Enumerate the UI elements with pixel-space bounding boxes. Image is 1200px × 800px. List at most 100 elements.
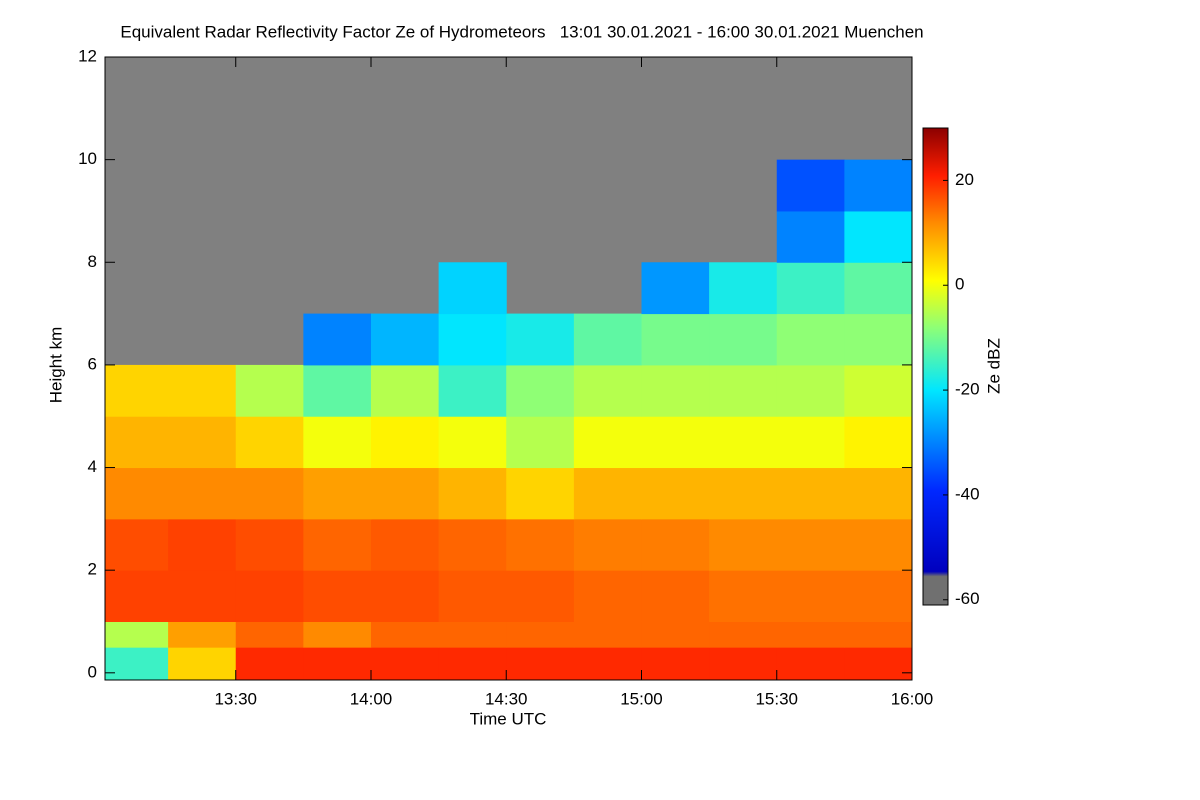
- heatmap-cell: [370, 570, 440, 622]
- x-tick-label: 13:30: [214, 689, 257, 708]
- heatmap-cell: [776, 313, 845, 366]
- heatmap-cell: [776, 159, 845, 212]
- y-tick-label: 2: [88, 560, 97, 579]
- heatmap-cell: [844, 518, 913, 571]
- heatmap-cell: [641, 262, 710, 315]
- heatmap-cell: [438, 570, 507, 622]
- heatmap-cell: [303, 647, 372, 681]
- plot-frame: [104, 56, 913, 681]
- heatmap-cell: [776, 518, 845, 571]
- heatmap-cell: [438, 467, 507, 520]
- heatmap-cell: [303, 364, 372, 417]
- heatmap-cell: [641, 621, 710, 648]
- colorbar-tick-label: 0: [955, 275, 964, 294]
- heatmap-cell: [105, 467, 169, 520]
- heatmap-cell: [776, 467, 845, 520]
- x-axis-label: Time UTC: [470, 709, 547, 728]
- colorbar: [922, 127, 949, 606]
- heatmap-cell: [105, 416, 169, 469]
- heatmap-cell: [709, 467, 778, 520]
- heatmap-cell: [844, 364, 913, 417]
- heatmap-cell: [235, 518, 304, 571]
- heatmap-cell: [709, 647, 778, 681]
- y-tick-label: 4: [88, 457, 97, 476]
- heatmap-cell: [506, 467, 575, 520]
- heatmap-cell: [641, 467, 710, 520]
- colorbar-tick-label: -60: [955, 589, 980, 608]
- heatmap-cell: [370, 518, 440, 571]
- heatmap-cell: [709, 518, 778, 571]
- heatmap-cell: [438, 416, 507, 469]
- y-tick-label: 8: [88, 252, 97, 271]
- x-tick-label: 14:00: [350, 689, 393, 708]
- heatmap-cell: [709, 364, 778, 417]
- heatmap-cell: [438, 518, 507, 571]
- heatmap-cell: [438, 364, 507, 417]
- heatmap-cell: [776, 364, 845, 417]
- heatmap-cell: [844, 647, 913, 681]
- heatmap-cell: [709, 570, 778, 622]
- heatmap-cell: [303, 416, 372, 469]
- chart-title: Equivalent Radar Reflectivity Factor Ze …: [120, 22, 923, 41]
- y-axis-label: Height km: [46, 327, 65, 404]
- heatmap-cell: [641, 570, 710, 622]
- heatmap-cell: [506, 518, 575, 571]
- x-tick-label: 16:00: [891, 689, 934, 708]
- colorbar-tick-label: -40: [955, 484, 980, 503]
- heatmap-cell: [506, 647, 575, 681]
- heatmap-cell: [438, 621, 507, 648]
- heatmap-cell: [844, 621, 913, 648]
- heatmap-cell: [506, 313, 575, 366]
- x-tick-label: 14:30: [485, 689, 528, 708]
- heatmap-cell: [776, 647, 845, 681]
- heatmap-cell: [844, 416, 913, 469]
- heatmap-cell: [168, 647, 237, 681]
- heatmap-cell: [303, 570, 372, 622]
- heatmap-cell: [573, 364, 642, 417]
- heatmap-cell: [168, 467, 237, 520]
- heatmap-cell: [168, 364, 237, 417]
- heatmap-cell: [641, 647, 710, 681]
- heatmap-cell: [776, 262, 845, 315]
- heatmap-cell: [709, 313, 778, 366]
- heatmap-cell: [303, 313, 372, 366]
- heatmap-cell: [844, 210, 913, 263]
- colorbar-tick-label: 20: [955, 170, 974, 189]
- heatmap-cell: [573, 467, 642, 520]
- heatmap-cell: [844, 467, 913, 520]
- heatmap-cell: [641, 364, 710, 417]
- heatmap-cell: [641, 313, 710, 366]
- heatmap-cell: [370, 647, 440, 681]
- heatmap-cell: [438, 313, 507, 366]
- heatmap-cell: [235, 416, 304, 469]
- heatmap-cell: [641, 416, 710, 469]
- heatmap-cell: [105, 518, 169, 571]
- heatmap-cell: [573, 647, 642, 681]
- heatmap-cell: [105, 647, 169, 681]
- heatmap-cell: [370, 313, 440, 366]
- heatmap-cell: [303, 467, 372, 520]
- heatmap-cell: [506, 364, 575, 417]
- x-tick-label: 15:30: [755, 689, 798, 708]
- y-tick-label: 10: [78, 149, 97, 168]
- heatmap-cell: [844, 262, 913, 315]
- heatmap-cell: [641, 518, 710, 571]
- heatmap-cell: [235, 621, 304, 648]
- heatmap-cell: [506, 621, 575, 648]
- heatmap-cell: [168, 570, 237, 622]
- heatmap-cell: [438, 262, 507, 315]
- heatmap-cell: [303, 518, 372, 571]
- colorbar-label: Ze dBZ: [984, 338, 1003, 394]
- heatmap-cell: [168, 416, 237, 469]
- heatmap-cell: [168, 621, 237, 648]
- heatmap-cell: [776, 210, 845, 263]
- heatmap-cell: [506, 570, 575, 622]
- heatmap-cell: [573, 416, 642, 469]
- heatmap-cell: [235, 364, 304, 417]
- y-tick-label: 0: [88, 662, 97, 681]
- heatmap-cell: [438, 647, 507, 681]
- heatmap-cell: [235, 647, 304, 681]
- heatmap-cell: [105, 621, 169, 648]
- heatmap-cell: [573, 570, 642, 622]
- heatmap-cell: [776, 416, 845, 469]
